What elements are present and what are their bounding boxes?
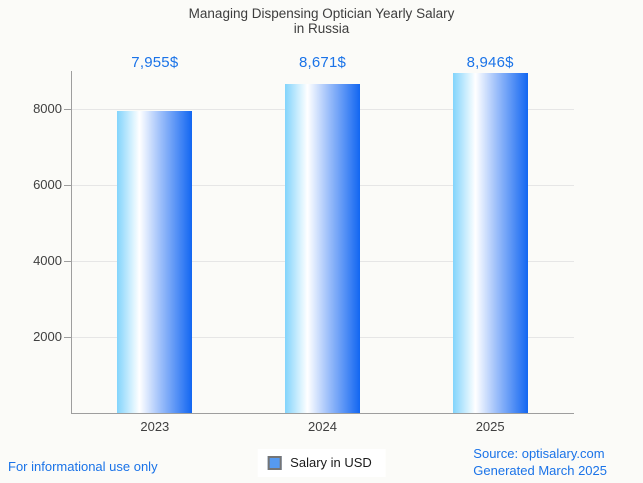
generated-line: Generated March 2025 — [473, 463, 607, 478]
source-line[interactable]: Source: optisalary.com — [473, 446, 605, 461]
footer-source-block: Source: optisalary.com Generated March 2… — [473, 445, 607, 479]
y-axis-label-4000: 4000 — [33, 253, 62, 268]
chart-title-line2: in Russia — [293, 21, 350, 36]
x-axis-label-2025: 2025 — [475, 419, 505, 434]
y-tick-4000 — [64, 261, 71, 262]
y-axis-line — [71, 71, 72, 413]
value-label-2024: 8,671$ — [298, 54, 347, 71]
chart-title-line1: Managing Dispensing Optician Yearly Sala… — [188, 6, 455, 21]
bar-2023[interactable] — [117, 110, 193, 413]
y-axis-label-2000: 2000 — [33, 329, 62, 344]
y-axis-label-6000: 6000 — [33, 177, 62, 192]
footer-note: For informational use only — [8, 459, 158, 474]
bar-2025[interactable] — [452, 73, 528, 413]
x-axis-label-2024: 2024 — [308, 419, 337, 434]
y-tick-2000 — [64, 337, 71, 338]
legend-item[interactable]: Salary in USD — [257, 449, 386, 477]
legend-label: Salary in USD — [290, 455, 372, 470]
value-label-2025: 8,946$ — [466, 54, 514, 71]
y-tick-6000 — [64, 185, 71, 186]
x-axis-label-2023: 2023 — [140, 419, 170, 434]
legend-swatch — [267, 455, 282, 470]
value-label-2023: 7,955$ — [131, 54, 179, 71]
chart-title: Managing Dispensing Optician Yearly Sala… — [0, 6, 643, 36]
y-tick-8000 — [64, 109, 71, 110]
y-axis-label-8000: 8000 — [33, 101, 62, 116]
x-axis-line — [71, 413, 574, 414]
bar-2024[interactable] — [285, 83, 360, 413]
